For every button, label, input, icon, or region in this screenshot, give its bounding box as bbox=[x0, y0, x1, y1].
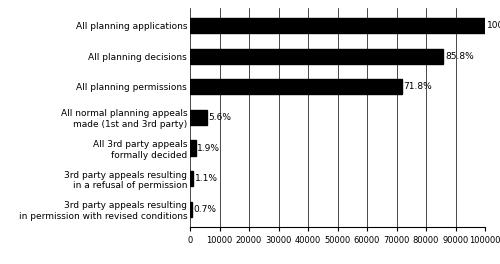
Text: 71.8%: 71.8% bbox=[404, 82, 432, 91]
Text: 0.7%: 0.7% bbox=[194, 205, 217, 214]
Text: 100%: 100% bbox=[487, 21, 500, 30]
Text: 1.1%: 1.1% bbox=[195, 174, 218, 183]
Text: 1.9%: 1.9% bbox=[198, 144, 220, 153]
Bar bbox=[190, 171, 193, 186]
Text: 5.6%: 5.6% bbox=[208, 113, 232, 122]
Bar bbox=[190, 140, 196, 156]
Bar bbox=[190, 49, 443, 64]
Text: 85.8%: 85.8% bbox=[445, 52, 474, 61]
Bar bbox=[190, 79, 402, 95]
Bar bbox=[190, 110, 206, 125]
Bar bbox=[190, 202, 192, 217]
Bar bbox=[190, 18, 485, 33]
